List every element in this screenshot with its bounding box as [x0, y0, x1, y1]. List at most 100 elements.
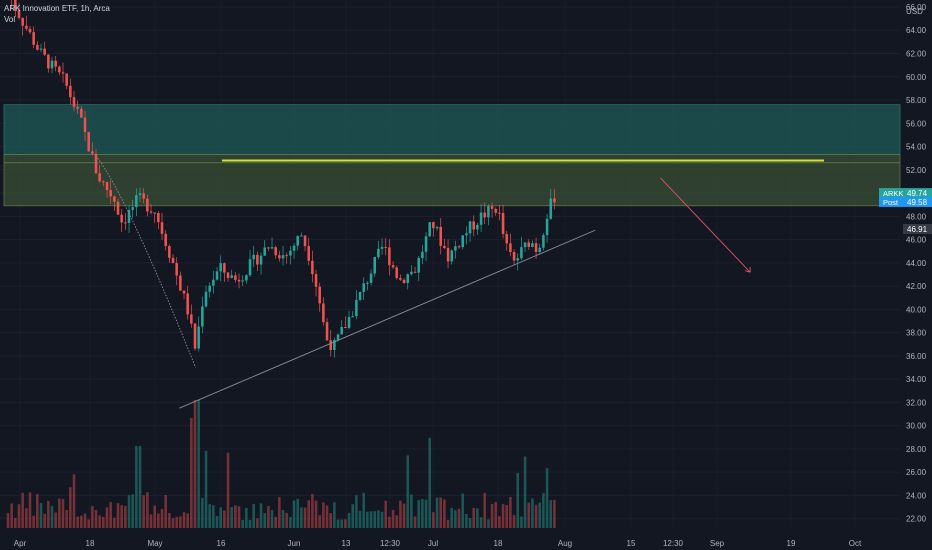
volume-bar	[215, 516, 219, 528]
candle-body	[267, 247, 270, 249]
volume-bar	[509, 496, 512, 528]
volume-bar	[395, 515, 398, 528]
volume-bar	[142, 495, 145, 528]
candle-body	[105, 181, 109, 191]
volume-bar	[424, 499, 428, 528]
candle-body	[435, 226, 439, 229]
candle-body	[98, 173, 101, 182]
volume-bar	[410, 494, 413, 528]
candle-body	[402, 279, 406, 283]
y-tick-label: 56.00	[906, 119, 927, 128]
volume-bar	[274, 516, 277, 528]
volume-bar	[520, 516, 523, 528]
resistance-zone-lower	[3, 154, 901, 207]
volume-bar	[208, 504, 211, 528]
x-tick-label: 18	[86, 539, 95, 548]
candle-body	[472, 221, 476, 230]
volume-bar	[76, 516, 79, 528]
candle-body	[512, 252, 516, 261]
candle-body	[50, 60, 54, 69]
candle-body	[369, 273, 373, 283]
volume-bar	[36, 494, 39, 528]
candle-body	[450, 250, 454, 262]
x-tick-label: 15	[627, 539, 636, 548]
volume-bar	[417, 500, 420, 528]
x-tick-label: 19	[787, 539, 796, 548]
y-tick-label: 46.00	[906, 236, 927, 245]
candle-body	[347, 317, 351, 328]
volume-bar	[259, 503, 263, 528]
volume-bar	[212, 505, 215, 528]
candle-body	[204, 291, 208, 307]
volume-bar	[435, 497, 439, 528]
candle-body	[131, 207, 134, 210]
candle-body	[54, 60, 57, 67]
y-tick-label: 24.00	[906, 491, 927, 500]
candle-body	[285, 255, 288, 257]
candle-body	[149, 211, 153, 213]
candle-body	[28, 28, 32, 33]
volume-bar	[61, 499, 65, 528]
volume-bar	[204, 450, 208, 528]
candle-body	[223, 263, 226, 273]
volume-bar	[113, 517, 116, 528]
volume-bar	[318, 515, 321, 528]
volume-bar	[47, 500, 50, 528]
candle-body	[468, 221, 472, 234]
y-tick-label: 28.00	[906, 445, 927, 454]
candle-body	[175, 263, 178, 276]
candle-body	[314, 274, 318, 287]
resistance-zone-upper	[3, 104, 901, 155]
projection-arrowhead	[745, 267, 751, 273]
volume-bar	[340, 519, 343, 528]
candle-body	[278, 255, 281, 259]
symbol-title: ARK Innovation ETF, 1h, Arca	[4, 4, 110, 13]
candle-body	[457, 246, 461, 248]
candle-body	[208, 285, 211, 292]
candle-body	[322, 303, 325, 323]
candle-body	[226, 272, 230, 278]
volume-bar	[292, 500, 296, 528]
y-tick-label: 44.00	[906, 259, 927, 268]
drawings	[97, 157, 824, 409]
volume-bar	[201, 497, 204, 528]
post-price-badge: Post 49.58	[879, 196, 932, 207]
candle-body	[281, 255, 285, 259]
volume-bar	[311, 493, 314, 528]
volume-bar	[230, 507, 233, 528]
x-tick-label: Jul	[428, 539, 438, 548]
candle-body	[344, 326, 347, 328]
candle-body	[248, 259, 252, 276]
volume-bar	[80, 515, 83, 528]
volume-bar	[39, 503, 43, 528]
candle-body	[146, 198, 149, 212]
volume-bar	[549, 500, 553, 528]
candle-body	[307, 246, 310, 261]
volume-indicator-label[interactable]: Vol	[4, 15, 16, 24]
volume-bar	[366, 511, 369, 528]
volume-bar	[369, 511, 373, 528]
volume-bar	[285, 512, 288, 528]
y-tick-label: 54.00	[906, 143, 927, 152]
volume-bar	[300, 507, 303, 528]
candle-body	[263, 247, 266, 256]
y-tick-label: 26.00	[906, 468, 927, 477]
volume-bar	[179, 516, 182, 528]
candle-body	[395, 267, 398, 279]
x-tick-label: 13	[342, 539, 351, 548]
y-tick-label: 34.00	[906, 375, 927, 384]
volume-bar	[149, 514, 153, 528]
volume-bar	[28, 492, 32, 528]
volume-bar	[32, 515, 35, 528]
volume-bar	[388, 516, 391, 528]
candle-body	[505, 233, 509, 244]
axes: 66.00 64.00 62.00 60.00 58.00 56.00 54.00 52.00…	[14, 3, 932, 548]
post-price-badge-value: 49.58	[907, 198, 928, 207]
volume-bar	[175, 517, 178, 528]
volume-bar	[252, 504, 255, 528]
volume-bar	[83, 513, 87, 528]
candle-body	[36, 44, 39, 50]
candle-body	[153, 212, 156, 214]
candle-body	[483, 212, 487, 218]
